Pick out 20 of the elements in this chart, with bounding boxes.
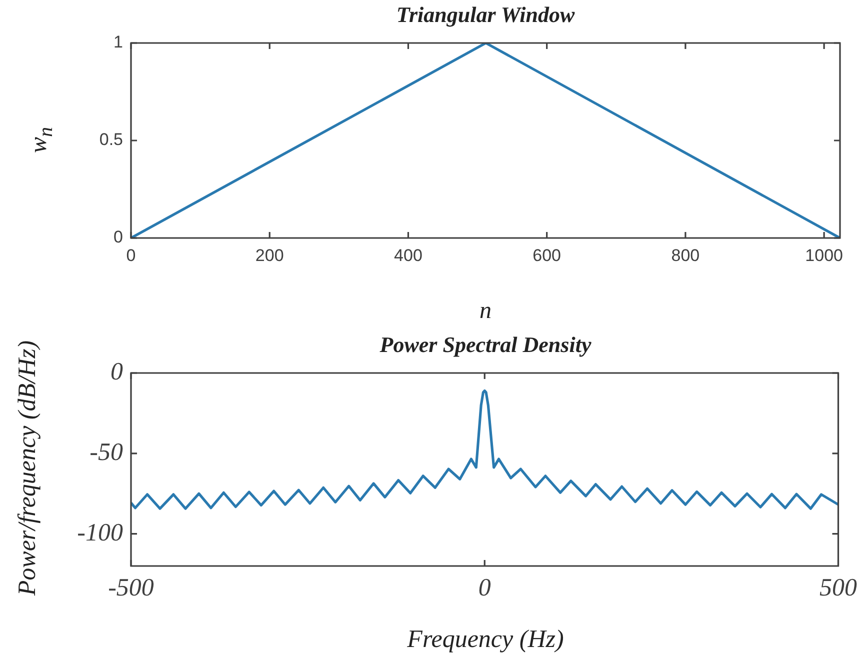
x-tick-label: 600 <box>532 246 562 265</box>
x-tick-label: 0 <box>478 574 492 602</box>
x-tick-label: 800 <box>671 246 700 265</box>
x-tick-label: 500 <box>820 574 858 602</box>
x-axis-title: Frequency (Hz) <box>406 626 565 654</box>
y-tick-label: -100 <box>77 519 124 546</box>
y-tick-label: 0 <box>110 358 124 386</box>
y-tick-label: 0 <box>114 228 123 247</box>
x-tick-label: 200 <box>255 246 284 265</box>
x-tick-label: 1000 <box>805 246 843 265</box>
y-tick-label: 0.5 <box>99 130 123 150</box>
x-tick-label: 400 <box>394 246 422 265</box>
y-axis-title: Power/frequency (dB/Hz) <box>14 340 42 596</box>
chart-title: Triangular Window <box>395 2 576 28</box>
y-tick-label: 1 <box>114 32 123 52</box>
x-axis-title: n <box>478 298 492 325</box>
x-tick-label: -500 <box>108 574 154 602</box>
chart-title: Power Spectral Density <box>378 332 592 358</box>
x-tick-label: 0 <box>126 246 136 265</box>
y-tick-label: -50 <box>90 438 124 466</box>
